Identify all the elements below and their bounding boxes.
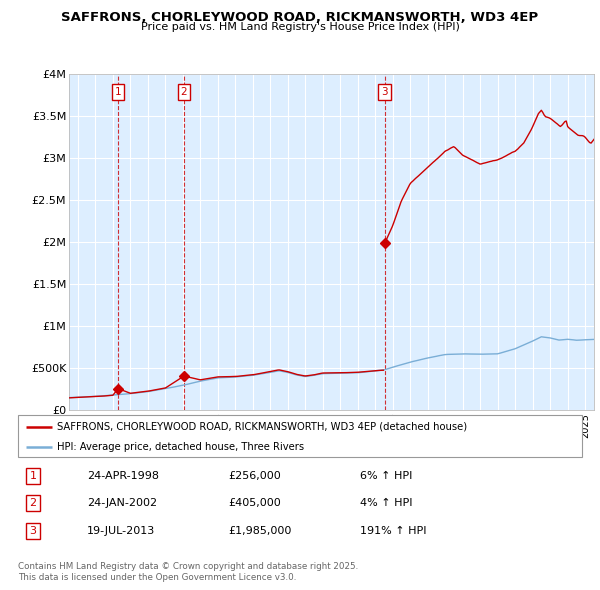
- Text: 191% ↑ HPI: 191% ↑ HPI: [360, 526, 427, 536]
- Text: 1: 1: [115, 87, 121, 97]
- Text: 2: 2: [181, 87, 187, 97]
- FancyBboxPatch shape: [18, 415, 582, 457]
- Text: 1: 1: [29, 471, 37, 481]
- Text: 4% ↑ HPI: 4% ↑ HPI: [360, 498, 413, 507]
- Text: £256,000: £256,000: [228, 471, 281, 481]
- Text: 2: 2: [29, 498, 37, 507]
- Text: 24-JAN-2002: 24-JAN-2002: [87, 498, 157, 507]
- Text: SAFFRONS, CHORLEYWOOD ROAD, RICKMANSWORTH, WD3 4EP: SAFFRONS, CHORLEYWOOD ROAD, RICKMANSWORT…: [61, 11, 539, 24]
- Text: 24-APR-1998: 24-APR-1998: [87, 471, 159, 481]
- Text: 6% ↑ HPI: 6% ↑ HPI: [360, 471, 412, 481]
- Text: HPI: Average price, detached house, Three Rivers: HPI: Average price, detached house, Thre…: [58, 442, 305, 451]
- Text: Price paid vs. HM Land Registry's House Price Index (HPI): Price paid vs. HM Land Registry's House …: [140, 22, 460, 32]
- Text: 19-JUL-2013: 19-JUL-2013: [87, 526, 155, 536]
- Text: £405,000: £405,000: [228, 498, 281, 507]
- Text: SAFFRONS, CHORLEYWOOD ROAD, RICKMANSWORTH, WD3 4EP (detached house): SAFFRONS, CHORLEYWOOD ROAD, RICKMANSWORT…: [58, 422, 467, 432]
- Text: £1,985,000: £1,985,000: [228, 526, 292, 536]
- Text: 3: 3: [29, 526, 37, 536]
- Text: 3: 3: [382, 87, 388, 97]
- Text: Contains HM Land Registry data © Crown copyright and database right 2025.
This d: Contains HM Land Registry data © Crown c…: [18, 562, 358, 582]
